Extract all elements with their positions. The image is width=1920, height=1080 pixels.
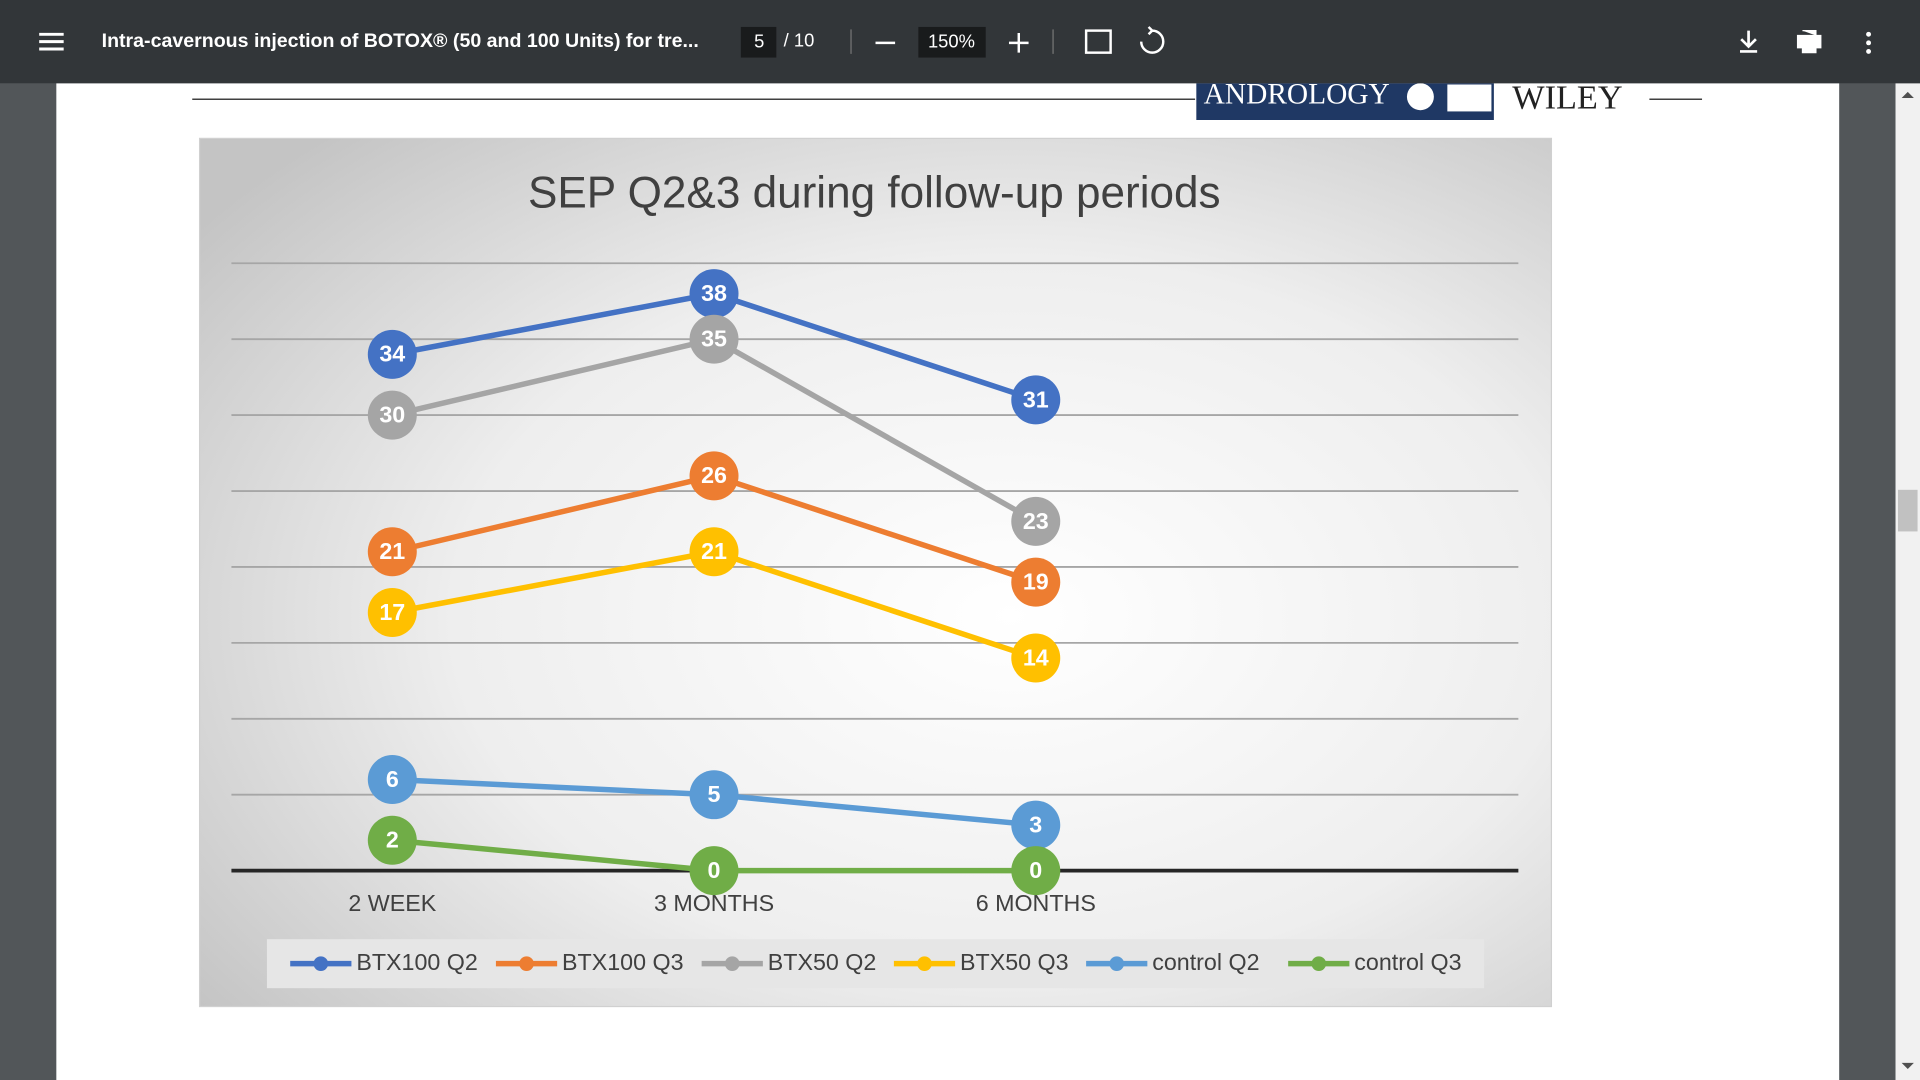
logo bbox=[1447, 84, 1492, 112]
legend-box bbox=[266, 939, 1485, 989]
legend-swatch bbox=[1311, 956, 1327, 972]
legend-label: BTX50 Q2 bbox=[768, 949, 877, 975]
data-point bbox=[689, 451, 739, 501]
legend-label: control Q3 bbox=[1354, 949, 1461, 975]
journal-name: ANDROLOGY bbox=[1204, 78, 1390, 110]
data-label: 26 bbox=[701, 462, 727, 488]
data-point bbox=[689, 269, 739, 319]
logo bbox=[1406, 83, 1434, 111]
data-label: 0 bbox=[1029, 857, 1042, 883]
data-label: 23 bbox=[1023, 508, 1049, 534]
legend-label: BTX100 Q3 bbox=[562, 949, 683, 975]
data-point bbox=[367, 815, 417, 865]
more-menu[interactable] bbox=[1866, 31, 1872, 37]
data-point bbox=[367, 588, 417, 637]
legend-label: control Q2 bbox=[1152, 949, 1259, 975]
data-label: 21 bbox=[701, 538, 727, 564]
data-point bbox=[367, 527, 417, 577]
legend-swatch bbox=[519, 956, 534, 972]
legend-swatch bbox=[313, 956, 329, 972]
legend-swatch bbox=[1109, 956, 1125, 972]
data-point bbox=[689, 846, 739, 896]
data-label: 0 bbox=[708, 857, 721, 883]
data-point bbox=[1011, 633, 1061, 683]
data-point bbox=[1011, 557, 1061, 607]
legend-swatch bbox=[917, 956, 932, 972]
print[interactable] bbox=[1796, 30, 1822, 54]
data-label: 35 bbox=[701, 326, 727, 352]
data-point bbox=[1011, 846, 1061, 896]
document-title: Intra-cavernous injection of BOTOX® (50 … bbox=[102, 30, 699, 52]
data-point bbox=[689, 770, 739, 820]
download[interactable] bbox=[1740, 30, 1758, 53]
data-label: 14 bbox=[1023, 644, 1049, 670]
legend-label: BTX50 Q3 bbox=[960, 949, 1069, 975]
data-point bbox=[1011, 800, 1061, 850]
data-point bbox=[367, 329, 417, 379]
data-label: 30 bbox=[379, 401, 405, 427]
menu-button[interactable] bbox=[39, 32, 64, 51]
x-tick-label: 2 WEEK bbox=[348, 890, 436, 916]
data-point bbox=[689, 314, 739, 364]
data-label: 19 bbox=[1023, 568, 1049, 594]
fit-page[interactable] bbox=[1084, 29, 1112, 54]
data-point bbox=[1011, 496, 1061, 546]
data-point bbox=[1011, 375, 1061, 425]
legend-swatch bbox=[724, 956, 740, 972]
publisher-name: WILEY bbox=[1512, 78, 1622, 116]
more-menu[interactable] bbox=[1866, 40, 1872, 46]
zoom-input[interactable] bbox=[918, 26, 986, 58]
data-point bbox=[689, 527, 739, 577]
data-label: 6 bbox=[386, 766, 399, 792]
chart-title: SEP Q2&3 during follow-up periods bbox=[528, 169, 1221, 218]
data-label: 3 bbox=[1029, 811, 1042, 837]
data-label: 31 bbox=[1023, 386, 1049, 412]
data-point bbox=[367, 755, 417, 804]
data-label: 21 bbox=[379, 538, 405, 564]
data-point bbox=[367, 390, 417, 440]
page-input[interactable] bbox=[740, 26, 777, 58]
data-label: 5 bbox=[708, 781, 721, 807]
scroll-thumb[interactable] bbox=[1897, 489, 1918, 532]
page-count: / 10 bbox=[784, 29, 815, 50]
zoom-level[interactable]: 150% bbox=[928, 31, 975, 52]
data-label: 17 bbox=[379, 599, 405, 625]
journal-banner bbox=[1196, 83, 1494, 120]
chart-area bbox=[198, 137, 1553, 1008]
data-label: 2 bbox=[386, 827, 399, 853]
more-menu[interactable] bbox=[1866, 48, 1872, 54]
data-label: 34 bbox=[379, 341, 405, 367]
rotate[interactable] bbox=[1140, 26, 1165, 54]
data-label: 38 bbox=[701, 280, 727, 306]
zoom-in[interactable] bbox=[1008, 33, 1029, 53]
legend-label: BTX100 Q2 bbox=[356, 949, 477, 975]
scrollbar[interactable] bbox=[1895, 83, 1920, 1080]
page-number[interactable]: 5 bbox=[754, 31, 764, 52]
